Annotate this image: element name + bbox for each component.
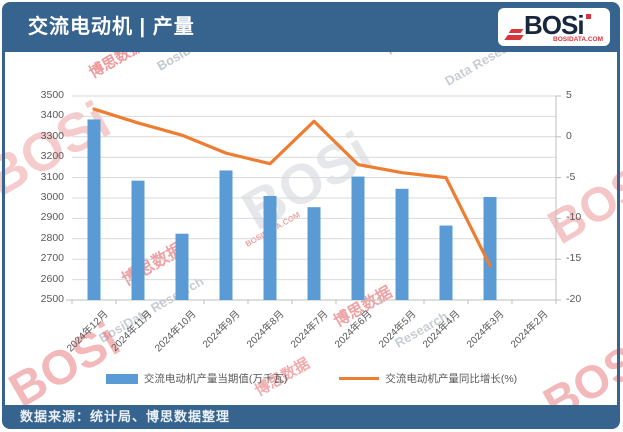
bar-2024年8月: [263, 195, 277, 300]
y-axis-label-right: -20: [566, 293, 582, 305]
y-axis-label-left: 3500: [40, 89, 64, 101]
y-axis-label-right: -15: [566, 252, 582, 265]
watermark-text: BOSi: [0, 313, 129, 418]
y-axis-label-left: 2600: [40, 272, 64, 285]
y-axis-label-left: 3300: [40, 129, 64, 142]
bosi-logo: BOSi BOSIDATA.COM: [498, 8, 610, 46]
header-bar: 交流电动机 | 产量 BOSi BOSIDATA.COM: [2, 2, 620, 52]
y-axis-label-right: -5: [566, 170, 576, 183]
page-title: 交流电动机 | 产量: [28, 16, 195, 38]
bar-2024年5月: [395, 188, 409, 300]
legend-item-bar: 交流电动机产量当期值(万千瓦): [105, 371, 288, 386]
bar-2024年4月: [439, 225, 453, 300]
line-series-swatch-icon: [339, 377, 380, 380]
logo-dot-icon: [586, 14, 591, 19]
logo-stripe-icon: [504, 35, 524, 40]
bar-2024年11月: [131, 180, 145, 300]
logo-stripe-icon: [508, 29, 524, 33]
y-axis-label-left: 3000: [40, 191, 64, 203]
legend: 交流电动机产量当期值(万千瓦) 交流电动机产量同比增长(%): [0, 371, 623, 386]
footer-bar: 数据来源：统计局、博思数据整理: [2, 405, 620, 429]
bar-2024年6月: [351, 176, 365, 300]
y-axis-label-left: 2700: [40, 252, 64, 265]
legend-label-line: 交流电动机产量同比增长(%): [385, 373, 518, 385]
y-axis-label-left: 3100: [40, 170, 64, 183]
bar-2024年3月: [483, 196, 497, 300]
bar-2024年9月: [219, 170, 233, 300]
y-axis-label-left: 3400: [40, 109, 64, 122]
bar-2024年7月: [307, 207, 321, 300]
legend-label-bar: 交流电动机产量当期值(万千瓦): [143, 373, 288, 385]
bar-series-swatch-icon: [105, 373, 138, 384]
y-axis-label-left: 2800: [40, 231, 64, 244]
legend-item-line: 交流电动机产量同比增长(%): [339, 371, 517, 386]
y-axis-label-left: 2500: [40, 293, 64, 305]
logo-domain: BOSIDATA.COM: [553, 36, 603, 43]
y-axis-label-right: -10: [566, 211, 582, 224]
y-axis-label-right: 5: [566, 89, 572, 101]
y-axis-label-right: 0: [566, 129, 572, 142]
plot-svg: [66, 95, 561, 304]
bar-2024年12月: [87, 119, 101, 301]
data-source-text: 数据来源：统计局、博思数据整理: [20, 409, 231, 424]
y-axis-label-left: 2900: [40, 211, 64, 224]
y-axis-label-left: 3200: [40, 150, 64, 163]
growth-line: [92, 107, 492, 268]
bar-2024年10月: [175, 233, 189, 300]
logo-wordmark: BOSi: [524, 10, 585, 40]
